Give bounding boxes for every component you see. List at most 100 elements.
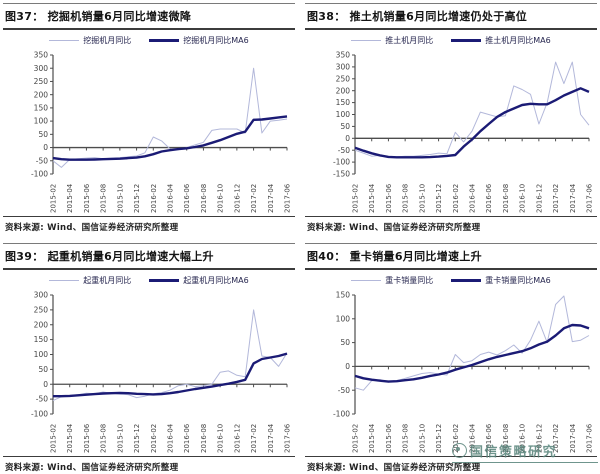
legend-item: 起重机月同比 (49, 275, 131, 286)
x-axis-tick-label: 2015-04 (66, 183, 74, 213)
figure-panel-38: 图38： 推土机销量6月同比增速仍处于高位 推土机月同比 推土机月同比MA6 3… (305, 3, 597, 233)
legend-item: 挖掘机月同比 (49, 35, 131, 46)
x-axis-tick-label: 2017-04 (267, 423, 275, 453)
x-axis-tick-label: 2016-04 (469, 423, 477, 453)
y-axis-tick-label: 250 (336, 74, 351, 83)
x-axis-tick-label: 2015-08 (402, 424, 410, 453)
y-axis-tick-label: 100 (34, 117, 49, 126)
x-axis-tick-label: 2016-10 (519, 184, 527, 213)
x-axis-tick-label: 2015-08 (100, 184, 108, 213)
y-axis-tick-label: 200 (336, 86, 351, 95)
panel-top-rule (3, 243, 295, 244)
monthly-yoy-series-line (52, 67, 288, 168)
x-axis-tick-label: 2015-12 (435, 184, 443, 213)
y-axis-tick-label: 0 (43, 380, 48, 389)
legend-label: 重卡销量同比 (385, 275, 434, 285)
y-axis-tick-label: 300 (336, 63, 351, 72)
x-axis-tick-label: 2016-02 (452, 424, 460, 453)
figure-panel-37: 图37： 挖掘机销量6月同比增速微降 挖掘机月同比 挖掘机月同比MA6 350 3… (3, 3, 295, 233)
x-axis-tick-label: 2015-06 (83, 423, 91, 453)
legend-label: 重卡销量同比MA6 (485, 275, 551, 285)
title-underline-rule (3, 28, 295, 30)
x-axis-tick-label: 2015-02 (352, 424, 360, 453)
legend-label: 推土机月同比MA6 (485, 35, 551, 45)
legend-label: 起重机月同比MA6 (183, 275, 249, 285)
x-axis-tick-label: 2017-02 (552, 184, 560, 213)
y-axis-tick-label: 250 (34, 77, 49, 86)
x-axis-tick-label: 2016-02 (150, 424, 158, 453)
x-axis-tick-label: 2015-04 (368, 423, 376, 453)
figure-panel-40: 图40： 重卡销量6月同比增速上升 重卡销量同比 重卡销量同比MA6 150 10… (305, 243, 597, 473)
x-axis-tick-label: 2015-02 (352, 184, 360, 213)
y-axis-tick-label: 200 (34, 90, 49, 99)
y-axis-tick-label: -100 (333, 410, 350, 419)
y-axis-tick-label: -100 (31, 170, 48, 179)
x-axis-tick-label: 2016-10 (217, 184, 225, 213)
panel-bottom-rule (305, 216, 597, 217)
chart-legend: 起重机月同比 起重机月同比MA6 (3, 270, 295, 290)
x-axis-tick-label: 2017-02 (552, 424, 560, 453)
watermark: 国信策略研究 (452, 441, 598, 463)
y-axis-tick-label: -50 (338, 146, 350, 155)
thin-line-swatch-icon (351, 39, 382, 41)
x-axis-tick-label: 2016-02 (452, 184, 460, 213)
legend-label: 起重机月同比 (83, 275, 132, 285)
figure-title: 图39： 起重机销量6月同比增速大幅上升 (5, 250, 214, 263)
ma6-series-line (53, 352, 288, 398)
legend-item: 重卡销量同比 (351, 275, 433, 286)
x-axis-tick-label: 2015-08 (402, 184, 410, 213)
thick-line-swatch-icon (149, 38, 180, 42)
y-axis-tick-label: 300 (34, 64, 49, 73)
y-axis-tick-label: 50 (340, 122, 350, 131)
x-axis-tick-label: 2016-04 (469, 183, 477, 213)
y-axis-tick-label: 0 (43, 143, 48, 152)
x-axis-tick-label: 2015-04 (368, 183, 376, 213)
thin-line-swatch-icon (49, 279, 80, 281)
x-axis-tick-label: 2015-10 (418, 184, 426, 213)
x-axis-tick-label: 2016-04 (167, 183, 175, 213)
x-axis-tick-label: 2016-08 (502, 184, 510, 213)
x-axis-tick-label: 2016-08 (502, 424, 510, 453)
x-axis-tick-label: 2017-02 (250, 424, 258, 453)
x-axis-tick-label: 2017-06 (284, 423, 292, 453)
x-axis-tick-label: 2016-04 (167, 423, 175, 453)
title-underline-rule (305, 28, 597, 30)
y-axis-tick-label: 150 (336, 291, 351, 300)
y-axis-tick-label: 50 (38, 130, 48, 139)
x-axis-tick-label: 2015-02 (50, 184, 58, 213)
y-axis-tick-label: 350 (34, 51, 49, 60)
title-underline-rule (3, 268, 295, 270)
y-axis-tick-label: 350 (336, 51, 351, 60)
x-axis-tick-label: 2015-06 (385, 423, 393, 453)
x-axis-tick-label: 2015-10 (418, 424, 426, 453)
legend-label: 挖掘机月同比 (83, 35, 132, 45)
x-axis-tick-label: 2015-06 (83, 183, 91, 213)
source-note: 资料来源: Wind、国信证券经济研究所整理 (307, 463, 481, 473)
x-axis-tick-label: 2015-10 (116, 424, 124, 453)
x-axis-tick-label: 2015-02 (50, 424, 58, 453)
panel-top-rule (305, 243, 597, 244)
y-axis-tick-label: -50 (338, 386, 350, 395)
figure-title: 图38： 推土机销量6月同比增速仍处于高位 (307, 10, 528, 23)
x-axis-tick-label: 2017-06 (586, 423, 594, 453)
thick-line-swatch-icon (451, 38, 482, 42)
y-axis-tick-label: 100 (34, 350, 49, 359)
watermark-text: 国信策略研究 (470, 445, 558, 460)
x-axis-tick-label: 2016-12 (233, 424, 241, 453)
legend-item: 推土机月同比MA6 (451, 35, 551, 46)
thin-line-swatch-icon (49, 39, 80, 41)
x-axis-tick-label: 2015-12 (133, 184, 141, 213)
x-axis-tick-label: 2017-04 (569, 423, 577, 453)
x-axis-tick-label: 2016-10 (519, 424, 527, 453)
panel-bottom-rule (3, 456, 295, 457)
monthly-yoy-series-line (354, 61, 590, 158)
panel-bottom-rule (305, 456, 597, 457)
x-axis-tick-label: 2017-02 (250, 184, 258, 213)
panel-top-rule (3, 3, 295, 4)
x-axis-tick-label: 2016-06 (485, 423, 493, 453)
panel-top-rule (305, 3, 597, 4)
y-axis-tick-label: 50 (340, 338, 350, 347)
